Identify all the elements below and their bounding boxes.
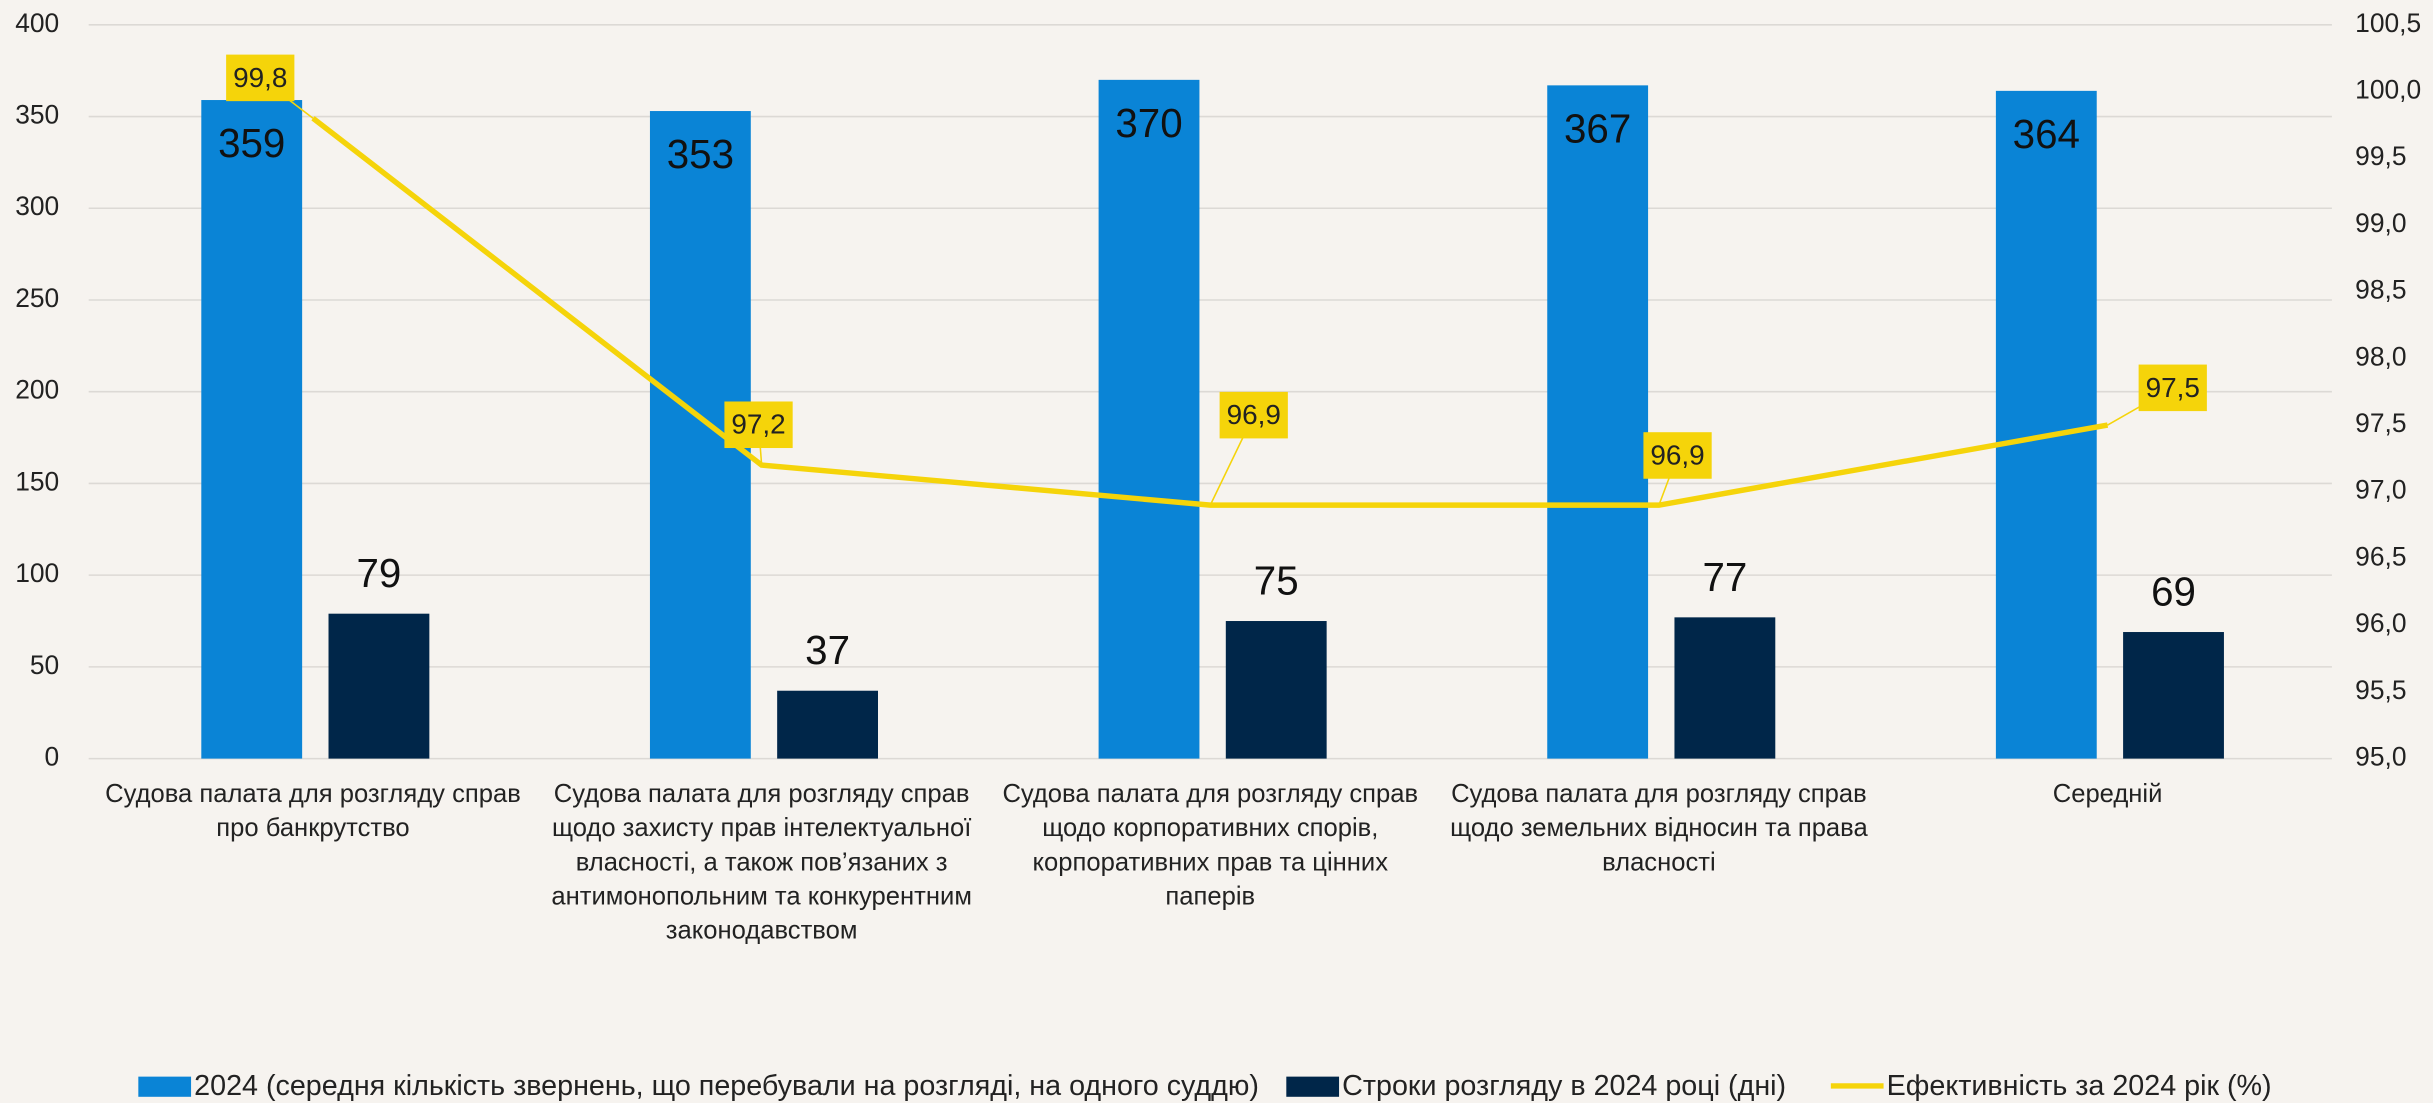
x-tick-label: Судова палата для розгляду справ щодо за… bbox=[551, 780, 972, 945]
data-label-box bbox=[1219, 391, 1288, 439]
data-label: 96,9 bbox=[1227, 399, 1281, 430]
y2-tick-label: 100,0 bbox=[2355, 74, 2421, 104]
bar bbox=[777, 690, 878, 759]
y2-tick-label: 96,5 bbox=[2355, 541, 2406, 571]
y-tick-label: 350 bbox=[15, 100, 59, 130]
data-label: 77 bbox=[1702, 554, 1747, 600]
y2-tick-label: 99,5 bbox=[2355, 141, 2406, 171]
x-tick-label-box: Середній bbox=[2052, 780, 2163, 809]
data-label: 364 bbox=[2013, 111, 2080, 157]
bar bbox=[1098, 79, 1200, 759]
legend-swatch bbox=[138, 1076, 192, 1097]
y-tick-label: 400 bbox=[15, 8, 59, 38]
data-label: 75 bbox=[1254, 557, 1299, 603]
y-tick-label: 0 bbox=[45, 742, 60, 772]
data-label: 97,2 bbox=[731, 409, 785, 440]
data-label: 99,8 bbox=[233, 62, 287, 93]
y-tick-label: 250 bbox=[15, 283, 59, 313]
y2-tick-label: 97,0 bbox=[2355, 475, 2406, 505]
data-label: 367 bbox=[1564, 106, 1631, 152]
y2-tick-label: 95,0 bbox=[2355, 742, 2406, 772]
x-tick-label-box: Судова палата для розгляду справ щодо за… bbox=[551, 780, 972, 945]
y-tick-label: 150 bbox=[15, 466, 59, 496]
data-label: 96,9 bbox=[1650, 439, 1704, 470]
y2-tick-label: 99,0 bbox=[2355, 208, 2406, 238]
y-tick-label: 200 bbox=[15, 375, 59, 405]
legend-label: Строки розгляду в 2024 році (дні) bbox=[1342, 1070, 1786, 1102]
data-label: 97,5 bbox=[2146, 372, 2200, 403]
data-label-box bbox=[226, 54, 295, 102]
bar bbox=[1995, 90, 2097, 759]
x-tick-label-box: Судова палата для розгляду справ щодо зе… bbox=[1450, 780, 1868, 877]
x-tick-label-box: Судова палата для розгляду справ щодо ко… bbox=[1002, 780, 1419, 911]
x-tick-label: Судова палата для розгляду справ щодо ко… bbox=[1002, 780, 1419, 911]
x-tick-label: Середній bbox=[2052, 780, 2163, 809]
y2-tick-label: 100,5 bbox=[2355, 8, 2421, 38]
bar bbox=[2123, 632, 2224, 759]
x-tick-label: Судова палата для розгляду справ про бан… bbox=[105, 780, 521, 843]
legend-label: 2024 (середня кількість звернень, що пер… bbox=[194, 1070, 1259, 1102]
data-label-box bbox=[1643, 432, 1712, 479]
data-label-box bbox=[724, 401, 793, 449]
y-tick-label: 100 bbox=[15, 558, 59, 588]
bar bbox=[328, 613, 430, 759]
data-label: 79 bbox=[357, 550, 402, 596]
x-tick-label-box: Судова палата для розгляду справ про бан… bbox=[105, 780, 521, 843]
y2-tick-label: 95,5 bbox=[2355, 675, 2406, 705]
bar bbox=[1225, 621, 1327, 759]
y2-tick-label: 98,0 bbox=[2355, 341, 2406, 371]
data-label: 353 bbox=[667, 131, 734, 177]
data-label: 359 bbox=[218, 120, 285, 166]
legend-label: Ефективність за 2024 рік (%) bbox=[1887, 1070, 2272, 1102]
y-tick-label: 50 bbox=[30, 650, 59, 680]
bar bbox=[1547, 85, 1649, 759]
bar bbox=[201, 100, 303, 759]
data-label: 69 bbox=[2151, 568, 2196, 614]
y-tick-label: 300 bbox=[15, 191, 59, 221]
data-label-box bbox=[2138, 364, 2207, 412]
x-tick-label: Судова палата для розгляду справ щодо зе… bbox=[1450, 780, 1868, 877]
legend-swatch bbox=[1286, 1076, 1340, 1097]
bar bbox=[1674, 617, 1776, 759]
y2-tick-label: 98,5 bbox=[2355, 275, 2406, 305]
data-label: 370 bbox=[1115, 100, 1182, 146]
y2-tick-label: 97,5 bbox=[2355, 408, 2406, 438]
data-label: 37 bbox=[805, 627, 850, 673]
y2-tick-label: 96,0 bbox=[2355, 608, 2406, 638]
